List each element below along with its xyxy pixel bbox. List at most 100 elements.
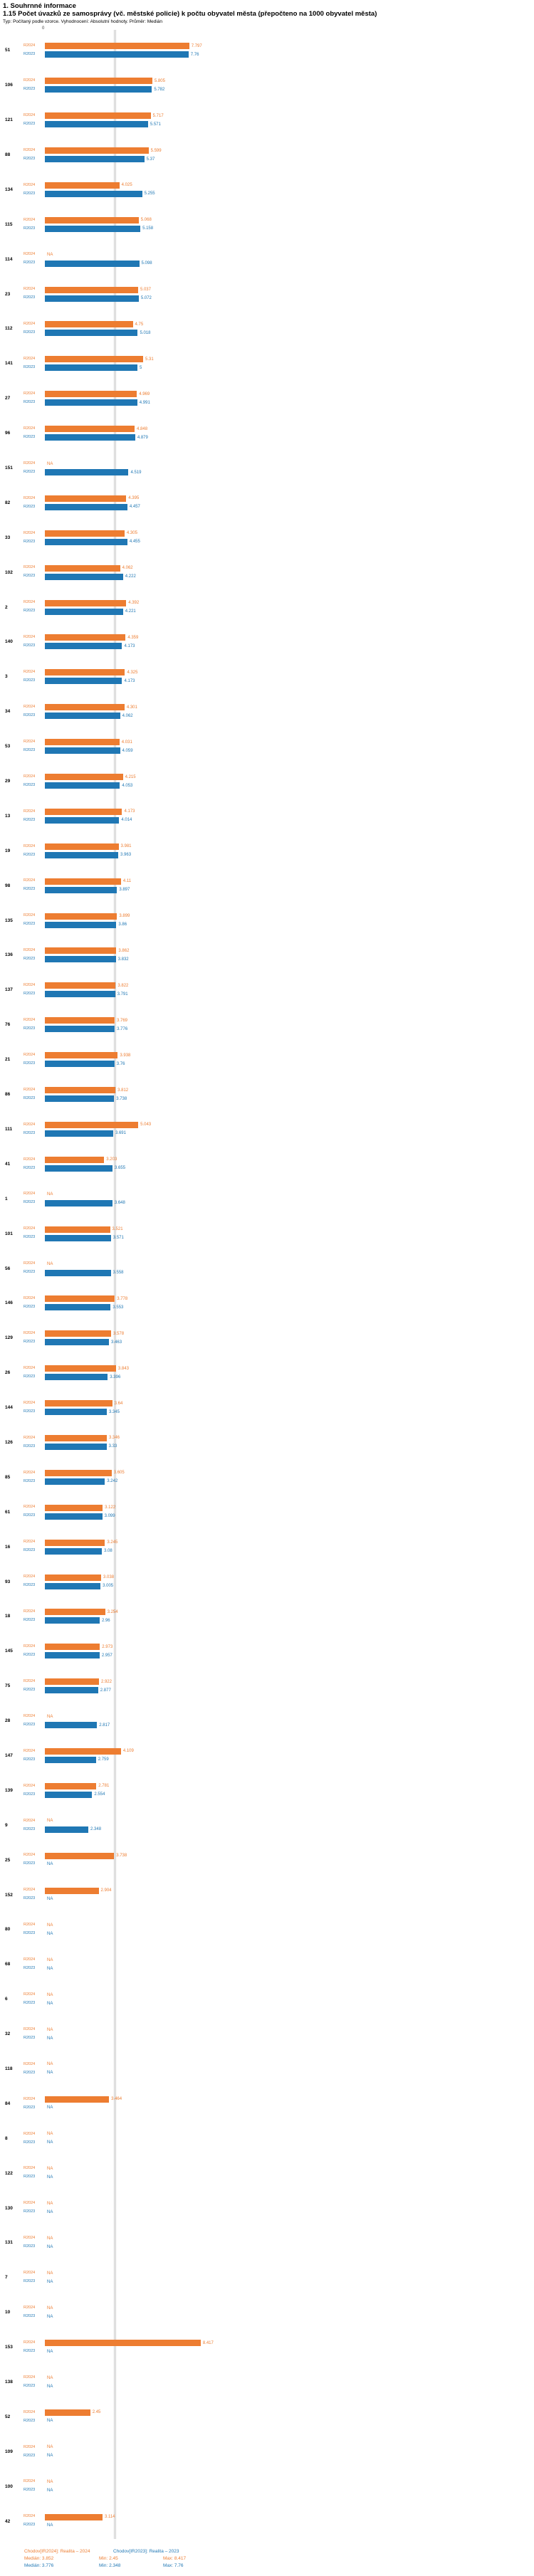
group-bars: R2024 5.068 R2023 5.158 [23, 216, 534, 232]
bar-track: 4.053 [45, 782, 534, 789]
value-label: 4.173 [124, 643, 135, 648]
bar-row-2024: R2024 3.203 [23, 1156, 534, 1163]
bar-2023 [45, 190, 142, 197]
bar-track: 3.862 [45, 947, 534, 955]
series-row-label: R2023 [23, 156, 36, 161]
value-label: 5.805 [154, 78, 165, 83]
bar-track: NA [45, 2278, 534, 2286]
value-label: 3.242 [107, 1479, 118, 1484]
group-bars: R2024 4.109 R2023 2.759 [23, 1747, 534, 1763]
series-row-label: R2024 [23, 2131, 36, 2136]
bar-group: 29 R2024 4.215 R2023 4.053 [0, 764, 534, 799]
bar-group: 82 R2024 4.395 R2023 4.457 [0, 485, 534, 520]
bar-group: 88 R2024 5.599 R2023 5.37 [0, 137, 534, 172]
value-label-na: NA [47, 1262, 53, 1266]
series-row-label: R2023 [23, 852, 36, 857]
bar-track: NA [45, 1713, 534, 1720]
bar-2024 [45, 564, 120, 572]
bar-track: 3.776 [45, 1026, 534, 1033]
bar-row-2024: R2024 NA [23, 2061, 534, 2068]
bar-row-2023: R2023 2.877 [23, 1687, 534, 1694]
category-label: 144 [5, 1405, 13, 1411]
series-row-label: R2024 [23, 1783, 36, 1788]
bar-track: 3.812 [45, 1087, 534, 1094]
bar-track: 3.86 [45, 921, 534, 928]
bar-row-2023: R2023 3.396 [23, 1374, 534, 1381]
bar-track: 4.062 [45, 713, 534, 720]
group-bars: R2024 3.843 R2023 3.396 [23, 1365, 534, 1381]
group-bars: R2024 NA R2023 NA [23, 2130, 534, 2146]
bar-2024 [45, 2096, 110, 2103]
bar-group: 96 R2024 4.848 R2023 4.879 [0, 416, 534, 451]
bar-group: 126 R2024 3.346 R2023 3.33 [0, 1425, 534, 1460]
bar-group: 1 R2024 NA R2023 3.648 [0, 1182, 534, 1216]
series-row-label: R2024 [23, 1853, 36, 1858]
bar-track: 2.877 [45, 1687, 534, 1694]
bar-row-2023: R2023 5 [23, 364, 534, 372]
bar-2023 [45, 225, 141, 232]
bar-2024 [45, 704, 125, 711]
bar-track: NA [45, 2000, 534, 2007]
bar-2023 [45, 434, 135, 441]
value-label-na: NA [47, 1192, 53, 1197]
legend-2024-min: Min: 2.45 [99, 2555, 118, 2561]
bar-row-2024: R2024 NA [23, 251, 534, 258]
bar-track: NA [45, 2130, 534, 2138]
value-label: 4.991 [139, 400, 150, 405]
category-label: 135 [5, 918, 13, 923]
bar-2023 [45, 991, 115, 998]
bar-2024 [45, 1539, 105, 1546]
bar-group: 10 R2024 NA R2023 NA [0, 2295, 534, 2330]
bar-track: NA [45, 2209, 534, 2216]
bar-track: 4.062 [45, 564, 534, 572]
bar-2024 [45, 1434, 107, 1441]
bar-track: 4.173 [45, 808, 534, 815]
bar-group: 93 R2024 3.038 R2023 3.005 [0, 1565, 534, 1599]
bar-row-2023: R2023 3.571 [23, 1234, 534, 1241]
value-label-na: NA [47, 2454, 53, 2459]
x-axis-zero-label: 0 [42, 26, 45, 31]
bar-2024 [45, 1365, 116, 1372]
value-label: 5.037 [140, 288, 151, 293]
value-label: 3.897 [119, 888, 130, 893]
bar-track: 3.396 [45, 1374, 534, 1381]
series-row-label: R2024 [23, 2305, 36, 2310]
value-label: 4.173 [124, 678, 135, 683]
bar-2023 [45, 364, 137, 372]
bar-row-2024: R2024 4.109 [23, 1747, 534, 1755]
value-label-na: NA [47, 1957, 53, 1962]
value-label: 4.301 [126, 705, 137, 710]
group-bars: R2024 NA R2023 NA [23, 1922, 534, 1938]
value-label: 2.817 [99, 1723, 110, 1728]
value-label: 2.554 [94, 1792, 105, 1797]
group-bars: R2024 NA R2023 3.648 [23, 1191, 534, 1206]
bar-row-2024: R2024 4.848 [23, 426, 534, 433]
group-bars: R2024 3.64 R2023 3.345 [23, 1400, 534, 1416]
bar-group: 106 R2024 5.805 R2023 5.782 [0, 68, 534, 102]
series-row-label: R2024 [23, 2444, 36, 2449]
bar-2023 [45, 1339, 110, 1346]
bar-group: 27 R2024 4.969 R2023 4.991 [0, 381, 534, 416]
bar-2023 [45, 1687, 98, 1694]
value-label: 5.018 [140, 330, 151, 335]
bar-track: 5.31 [45, 356, 534, 363]
bar-track: 3.655 [45, 1165, 534, 1172]
value-label: 3.33 [108, 1444, 117, 1449]
series-row-label: R2023 [23, 957, 36, 962]
bar-row-2023: R2023 NA [23, 2383, 534, 2390]
bar-row-2024: R2024 NA [23, 2026, 534, 2034]
series-row-label: R2024 [23, 1296, 36, 1301]
bar-row-2023: R2023 4.173 [23, 678, 534, 685]
bar-row-2023: R2023 NA [23, 1930, 534, 1938]
bar-row-2023: R2023 4.062 [23, 713, 534, 720]
series-row-label: R2023 [23, 2313, 36, 2318]
bar-track: NA [45, 2104, 534, 2111]
category-label: 7 [5, 2275, 8, 2281]
value-label: 3.822 [117, 983, 129, 988]
bar-row-2023: R2023 4.879 [23, 434, 534, 441]
value-label: 5.068 [140, 218, 152, 223]
bar-track: 5 [45, 364, 534, 372]
category-label: 75 [5, 1683, 11, 1689]
bar-2024 [45, 1469, 112, 1476]
bar-group: 111 R2024 5.043 R2023 3.691 [0, 1112, 534, 1147]
